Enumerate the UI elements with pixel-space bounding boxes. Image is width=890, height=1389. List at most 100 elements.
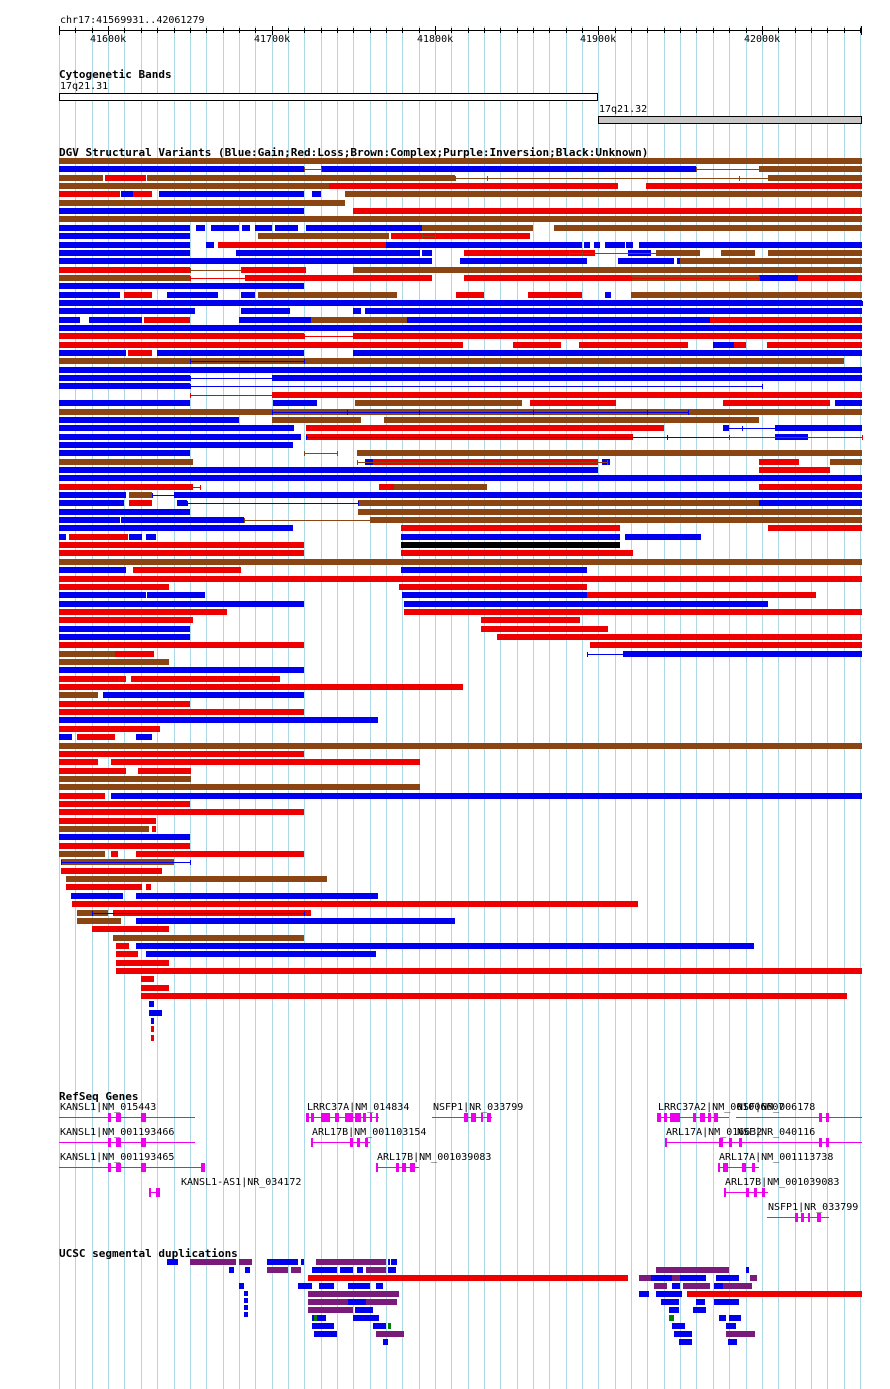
sv-bar-gain[interactable] xyxy=(59,317,80,323)
sv-bar-gain[interactable] xyxy=(59,208,304,214)
gene-label[interactable]: NSF|NR_040116 xyxy=(737,1127,816,1138)
sv-bar-complex[interactable] xyxy=(353,267,862,273)
gene-exon[interactable] xyxy=(108,1138,111,1147)
gene-exon[interactable] xyxy=(746,1188,749,1197)
gene-label[interactable]: LRRC37A2|NM_001006607 xyxy=(658,1102,785,1113)
sv-bar-gain[interactable] xyxy=(71,893,123,899)
sv-bar-complex[interactable] xyxy=(394,484,487,490)
sv-bar-complex[interactable] xyxy=(59,692,98,698)
sv-bar-loss[interactable] xyxy=(116,951,138,957)
sv-bar-complex[interactable] xyxy=(59,776,191,782)
sv-bar-gain[interactable] xyxy=(59,325,862,331)
segdup-blue[interactable] xyxy=(651,1275,672,1281)
sv-bar-loss[interactable] xyxy=(59,843,190,849)
segdup-blue[interactable] xyxy=(348,1283,370,1289)
sv-bar-loss[interactable] xyxy=(245,275,304,281)
sv-bar-gain[interactable] xyxy=(59,467,598,473)
gene-exon[interactable] xyxy=(350,1138,353,1147)
sv-bar-loss[interactable] xyxy=(115,651,154,657)
sv-bar-loss[interactable] xyxy=(329,183,618,189)
sv-bar-loss[interactable] xyxy=(144,317,190,323)
segdup-blue[interactable] xyxy=(244,1305,248,1310)
gene-intron-line[interactable] xyxy=(59,1142,195,1143)
sv-bar-loss[interactable] xyxy=(77,734,115,740)
sv-bar-complex[interactable] xyxy=(656,250,700,256)
sv-bar-gain[interactable] xyxy=(59,592,61,598)
sv-bar-gain[interactable] xyxy=(404,601,768,607)
sv-bar-gain[interactable] xyxy=(206,242,214,248)
sv-bar-gain[interactable] xyxy=(59,225,190,231)
segdup-blue[interactable] xyxy=(348,1299,366,1305)
segdup-blue[interactable] xyxy=(669,1307,679,1313)
sv-bar-gain[interactable] xyxy=(625,534,701,540)
sv-bar-gain[interactable] xyxy=(677,258,680,264)
gene-label[interactable]: KANSL1|NM_001193466 xyxy=(60,1127,175,1138)
gene-intron-line[interactable] xyxy=(767,1217,829,1218)
sv-bar-loss[interactable] xyxy=(798,275,862,281)
sv-bar-gain[interactable] xyxy=(59,567,126,573)
segdup-blue[interactable] xyxy=(314,1331,337,1337)
sv-bar-gain[interactable] xyxy=(273,400,317,406)
sv-bar-gain[interactable] xyxy=(605,292,611,298)
gene-exon[interactable] xyxy=(808,1213,810,1222)
segdup-blue[interactable] xyxy=(639,1291,649,1297)
gene-exon[interactable] xyxy=(156,1188,160,1197)
gene-exon[interactable] xyxy=(664,1113,667,1122)
gene-exon[interactable] xyxy=(410,1163,415,1172)
gene-exon[interactable] xyxy=(471,1113,476,1122)
gene-exon[interactable] xyxy=(481,1113,483,1122)
sv-bar-gain[interactable] xyxy=(59,475,862,481)
sv-bar-gain[interactable] xyxy=(835,400,862,406)
sv-bar-gain[interactable] xyxy=(59,417,190,423)
sv-bar-gain[interactable] xyxy=(149,1010,162,1016)
sv-bar-loss[interactable] xyxy=(401,525,620,531)
sv-bar-gain[interactable] xyxy=(59,308,195,314)
gene-exon[interactable] xyxy=(335,1113,339,1122)
segdup-blue[interactable] xyxy=(245,1267,250,1273)
sv-bar-gain[interactable] xyxy=(89,317,142,323)
sv-bar-gain[interactable] xyxy=(388,250,394,256)
sv-bar-gain[interactable] xyxy=(401,534,620,540)
gene-exon[interactable] xyxy=(718,1163,720,1172)
sv-bar-loss[interactable] xyxy=(59,333,304,339)
sv-bar-complex[interactable] xyxy=(59,459,193,465)
sv-bar-loss[interactable] xyxy=(481,617,580,623)
gene-exon[interactable] xyxy=(376,1113,378,1122)
segdup-purple[interactable] xyxy=(239,1259,252,1265)
sv-bar-complex[interactable] xyxy=(759,166,862,172)
segdup-blue[interactable] xyxy=(312,1267,337,1273)
sv-bar-loss[interactable] xyxy=(59,701,190,707)
sv-bar-loss[interactable] xyxy=(66,884,72,890)
sv-bar-loss[interactable] xyxy=(59,809,304,815)
segdup-purple[interactable] xyxy=(376,1331,404,1337)
segdup-blue[interactable] xyxy=(728,1339,737,1345)
gene-exon[interactable] xyxy=(370,1113,372,1122)
cytoband-track-title[interactable]: Cytogenetic Bands xyxy=(59,68,172,81)
sv-bar-gain[interactable] xyxy=(167,292,218,298)
sv-bar-gain[interactable] xyxy=(59,442,293,448)
sv-bar-complex[interactable] xyxy=(680,258,862,264)
gene-exon[interactable] xyxy=(670,1113,680,1122)
sv-bar-gain[interactable] xyxy=(59,509,190,515)
segdup-purple[interactable] xyxy=(291,1267,301,1273)
sv-bar-gain[interactable] xyxy=(460,258,587,264)
gene-exon[interactable] xyxy=(141,1138,146,1147)
sv-bar-complex[interactable] xyxy=(59,158,862,164)
sv-bar-gain[interactable] xyxy=(59,425,294,431)
gene-exon[interactable] xyxy=(693,1113,696,1122)
gene-intron-line[interactable] xyxy=(306,1117,379,1118)
sv-bar-loss[interactable] xyxy=(587,592,816,598)
gene-exon[interactable] xyxy=(826,1113,829,1122)
gene-intron-line[interactable] xyxy=(149,1192,160,1193)
sv-bar-gain[interactable] xyxy=(146,534,156,540)
sv-bar-gain[interactable] xyxy=(394,250,420,256)
sv-bar-loss[interactable] xyxy=(151,1035,154,1041)
gene-exon[interactable] xyxy=(311,1113,314,1122)
sv-bar-loss[interactable] xyxy=(59,584,169,590)
sv-bar-gain[interactable] xyxy=(149,1001,154,1007)
sv-bar-complex[interactable] xyxy=(66,876,327,882)
segdup-blue[interactable] xyxy=(679,1339,692,1345)
gene-exon[interactable] xyxy=(464,1113,468,1122)
segdup-blue[interactable] xyxy=(696,1299,705,1305)
sv-bar-loss[interactable] xyxy=(133,191,152,197)
